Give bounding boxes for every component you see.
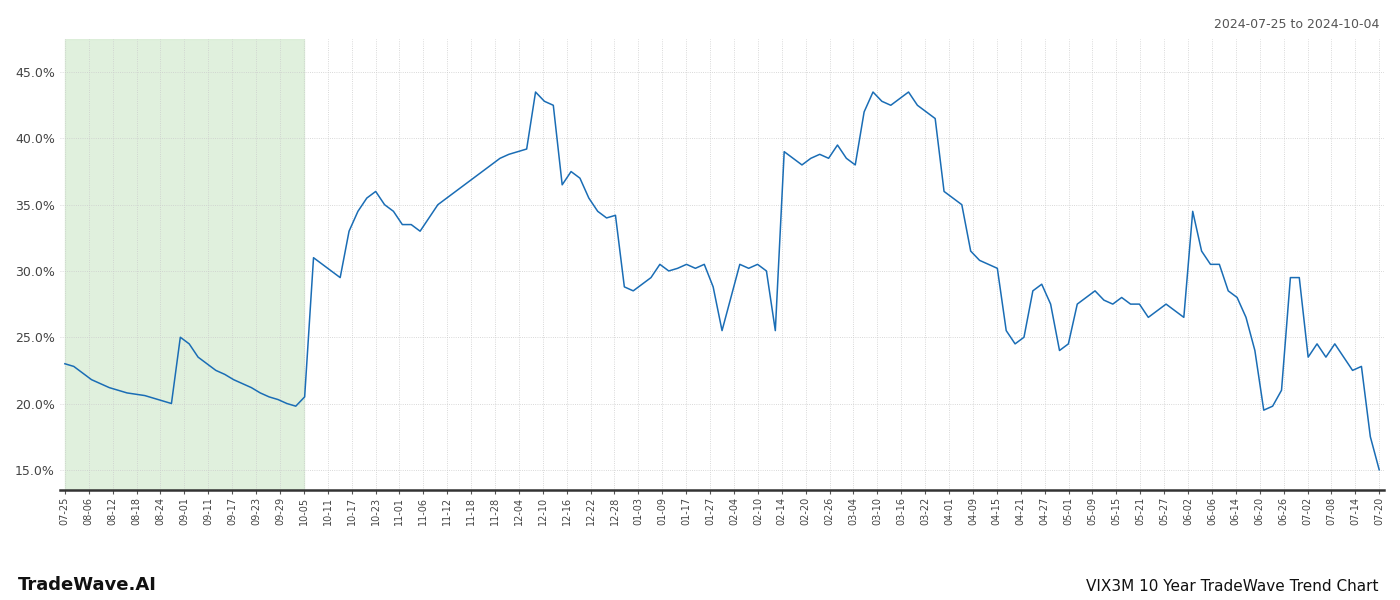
Text: 2024-07-25 to 2024-10-04: 2024-07-25 to 2024-10-04 [1214,18,1379,31]
Text: TradeWave.AI: TradeWave.AI [18,576,157,594]
Bar [64,39,304,490]
Text: VIX3M 10 Year TradeWave Trend Chart: VIX3M 10 Year TradeWave Trend Chart [1086,579,1379,594]
